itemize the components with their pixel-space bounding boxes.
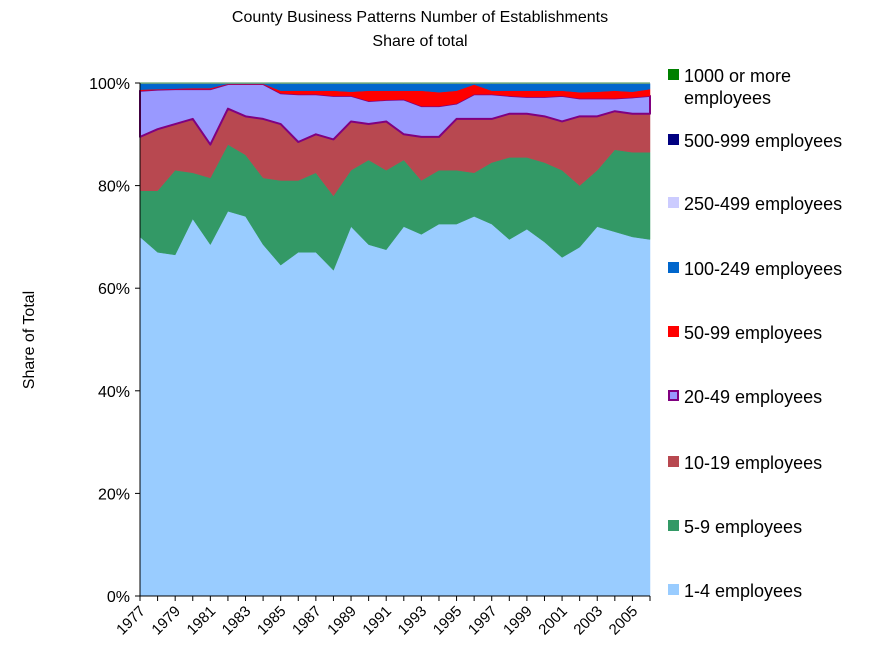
legend-label: 250-499 employees: [684, 194, 843, 214]
y-axis-label: Share of Total: [21, 291, 38, 389]
x-tick-label: 2003: [570, 603, 606, 639]
legend-item: 10-19 employees: [668, 452, 864, 474]
legend-item: 500-999 employees: [668, 130, 864, 152]
legend-swatch: [668, 390, 679, 401]
x-tick-label: 1997: [465, 603, 501, 639]
area: [139, 211, 651, 597]
x-tick-label: 1977: [113, 603, 149, 639]
legend-swatch: [668, 456, 679, 467]
x-tick-label: 1987: [289, 603, 325, 639]
legend-swatch: [668, 197, 679, 208]
legend-item: 250-499 employees: [668, 193, 864, 215]
legend-swatch: [668, 326, 679, 337]
legend-item: 1-4 employees: [668, 580, 864, 602]
legend-item: 5-9 employees: [668, 516, 864, 538]
y-tick-label: 100%: [89, 76, 130, 93]
y-tick-label: 40%: [98, 384, 130, 401]
x-tick-label: 1981: [184, 603, 220, 639]
legend-item: 20-49 employees: [668, 386, 864, 408]
y-tick-label: 20%: [98, 486, 130, 503]
x-tick-label: 1991: [359, 603, 395, 639]
legend-swatch: [668, 69, 679, 80]
x-tick-label: 1985: [254, 603, 290, 639]
legend-swatch: [668, 584, 679, 595]
y-tick-label: 0%: [107, 589, 130, 606]
x-tick-label: 1995: [430, 603, 466, 639]
legend-label: 1000 or more employees: [684, 66, 792, 108]
x-tick-label: 2001: [535, 603, 571, 639]
legend-swatch: [668, 520, 679, 531]
legend-item: 100-249 employees: [668, 258, 864, 280]
y-tick-label: 80%: [98, 179, 130, 196]
legend-label: 100-249 employees: [684, 259, 843, 279]
legend-item: 1000 or more employees: [668, 65, 864, 109]
x-tick-label: 1993: [395, 603, 431, 639]
legend-swatch: [668, 262, 679, 273]
y-tick-label: 60%: [98, 281, 130, 298]
legend-item: 50-99 employees: [668, 322, 864, 344]
legend-label: 10-19 employees: [684, 453, 823, 473]
x-tick-label: 1989: [324, 603, 360, 639]
legend-label: 20-49 employees: [684, 387, 823, 407]
legend-label: 1-4 employees: [684, 581, 803, 601]
chart-title: County Business Patterns Number of Estab…: [232, 9, 608, 26]
legend-swatch: [668, 134, 679, 145]
x-tick-label: 1999: [500, 603, 536, 639]
legend-label: 5-9 employees: [684, 517, 803, 537]
x-tick-label: 1979: [148, 603, 184, 639]
legend-label: 500-999 employees: [684, 131, 843, 151]
legend-label: 50-99 employees: [684, 323, 823, 343]
x-tick-label: 2005: [606, 603, 642, 639]
x-tick-label: 1983: [219, 603, 255, 639]
chart-subtitle: Share of total: [372, 33, 467, 50]
